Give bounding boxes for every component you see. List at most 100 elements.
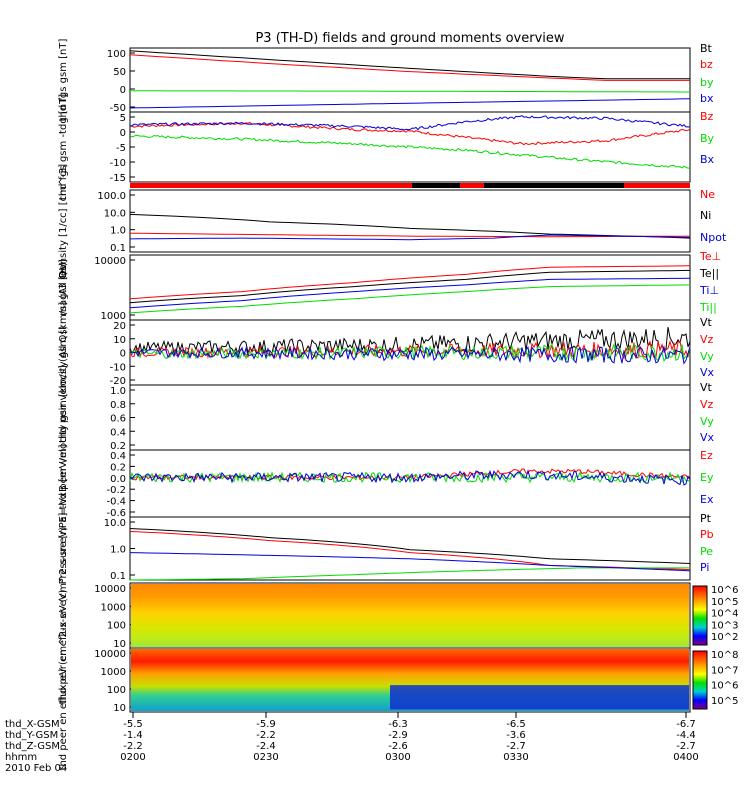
legend-Bt: Bt: [700, 42, 713, 55]
xaxis-value: -6.3: [388, 719, 408, 730]
legend-Pb: Pb: [700, 528, 714, 541]
legend-Vx: Vx: [700, 431, 715, 444]
ytick-electron_velocity: 1.0: [110, 386, 126, 397]
legend-Ez: Ez: [700, 449, 713, 462]
ytick-efield: -0.6: [106, 508, 126, 519]
colorbar-tick-ion_spectrogram: 10^2: [711, 632, 738, 643]
legend-Vt: Vt: [700, 381, 713, 394]
series-Te||-temperature: [129, 269, 691, 304]
panel-frame-pressure: [129, 516, 691, 581]
ylabel-ion_spectrogram: thd peir en eflux eV (cm^2-s-sr-eV): [58, 527, 69, 705]
colorbar-tick-electron_spectrogram: 10^6: [711, 681, 738, 692]
legend-Te||: Te||: [699, 267, 719, 280]
ytick-fgs: 100: [107, 49, 126, 60]
legend-by: by: [700, 76, 714, 89]
xaxis-value: -6.5: [506, 719, 526, 730]
ylabel-pressure: Pressure [nPa]: [58, 513, 69, 585]
panel-frame-electron_velocity: [129, 384, 691, 451]
ytick-density: 100.0: [97, 191, 126, 202]
ytick-ion_velocity: -10: [110, 362, 126, 373]
ytick-efield: 0.2: [110, 462, 126, 473]
ytick-ion_velocity: 20: [113, 321, 126, 332]
xaxis-row-label: thd_Z-GSM: [5, 741, 60, 752]
series-Pt-pressure: [129, 528, 691, 564]
ylabel-fgs: thd fgs gsm [nT]: [58, 39, 69, 122]
xaxis-value: 0300: [385, 752, 410, 763]
ylabel-electron_spectrogram: thd peer en eflux eV (cm^2-s-sr-eV): [58, 589, 69, 770]
ytick-fgs: 0: [120, 85, 126, 96]
ylabel-ion_velocity: thd peir velocity gsm [km/s] (All Qs): [58, 262, 69, 443]
xaxis-value: -2.7: [676, 741, 696, 752]
ytick-ion_spectrogram: 100: [107, 621, 126, 632]
series-Bz-fgs_detrend: [129, 121, 691, 146]
legend-Vx: Vx: [700, 366, 715, 379]
series-bz-fgs: [129, 54, 690, 81]
ytick-fgs_detrend: -10: [110, 158, 126, 169]
ytick-fgs_detrend: -15: [110, 173, 126, 184]
ylabel-efield: E=-VxB [mV/m]: [58, 444, 69, 522]
legend-bz: bz: [700, 58, 713, 71]
panel-frame-electron_spectrogram: [129, 647, 691, 713]
series-Bx-fgs_detrend: [129, 115, 691, 131]
legend-Pt: Pt: [700, 512, 712, 525]
series-bx-fgs: [129, 98, 691, 109]
xaxis-value: -2.2: [123, 741, 143, 752]
spectrogram-ion_spectrogram: [131, 584, 689, 647]
ytick-temperature: 10000: [94, 256, 126, 267]
legend-By: By: [700, 132, 715, 145]
colorbar-tick-electron_spectrogram: 10^8: [711, 650, 738, 661]
xaxis-value: 0200: [120, 752, 145, 763]
colorbar-tick-ion_spectrogram: 10^4: [711, 609, 738, 620]
series-Ne-density: [129, 232, 691, 238]
ytick-electron_velocity: 0.6: [110, 414, 126, 425]
series-By-fgs_detrend: [129, 134, 691, 169]
ytick-ion_spectrogram: 10000: [94, 584, 126, 595]
series-Te⊥-temperature: [129, 265, 691, 300]
series-Npot-density: [129, 234, 691, 241]
legend-Ey: Ey: [700, 471, 714, 484]
legend-Ti||: Ti||: [699, 301, 717, 314]
ytick-electron_spectrogram: 1000: [101, 667, 126, 678]
series-Bt-fgs: [129, 50, 690, 80]
series-Pi-pressure: [129, 552, 691, 572]
xaxis-row-label: thd_X-GSM: [5, 719, 60, 730]
ytick-fgs_detrend: 0: [120, 128, 126, 139]
legend-Ti⊥: Ti⊥: [699, 284, 719, 297]
ytick-ion_velocity: 10: [113, 335, 126, 346]
ytick-efield: 0.4: [110, 451, 126, 462]
legend-Npot: Npot: [700, 231, 727, 244]
series-Ti||-temperature: [129, 284, 691, 314]
legend-Vt: Vt: [700, 316, 713, 329]
xaxis-value: -2.4: [256, 741, 276, 752]
xaxis-value: 0330: [503, 752, 528, 763]
xaxis-value: -6.7: [676, 719, 696, 730]
xaxis-value: 0400: [673, 752, 698, 763]
xaxis-value: -4.4: [676, 730, 696, 741]
legend-Ni: Ni: [700, 209, 711, 222]
colorbar-tick-ion_spectrogram: 10^3: [711, 620, 738, 631]
ytick-temperature: 1000: [101, 311, 126, 322]
series-Ti⊥-temperature: [129, 277, 691, 309]
quality-flag-segment: [484, 183, 624, 188]
plot-title: P3 (TH-D) fields and ground moments over…: [255, 31, 564, 46]
ylabel-temperature: magt3 [eV]: [58, 259, 69, 316]
xaxis-value: -1.4: [123, 730, 143, 741]
legend-Pi: Pi: [700, 561, 709, 574]
ytick-fgs: 50: [113, 67, 126, 78]
legend-bx: bx: [700, 92, 714, 105]
ytick-density: 0.1: [110, 243, 126, 254]
series-Vx-ion_velocity: [129, 345, 691, 365]
ytick-density: 10.0: [104, 208, 126, 219]
quality-flag-bar: [130, 183, 690, 188]
ytick-density: 1.0: [110, 226, 126, 237]
ytick-fgs_detrend: 5: [120, 113, 126, 124]
ylabel-fgs_detrend: thd fgs gsm -tdg [nT]: [58, 94, 69, 200]
legend-Vy: Vy: [700, 350, 714, 363]
ytick-fgs: -50: [110, 103, 126, 114]
ytick-efield: -0.4: [106, 497, 126, 508]
xaxis-row-label: thd_Y-GSM: [5, 730, 58, 741]
legend-Vy: Vy: [700, 415, 714, 428]
xaxis-date: 2010 Feb 04: [5, 763, 67, 774]
